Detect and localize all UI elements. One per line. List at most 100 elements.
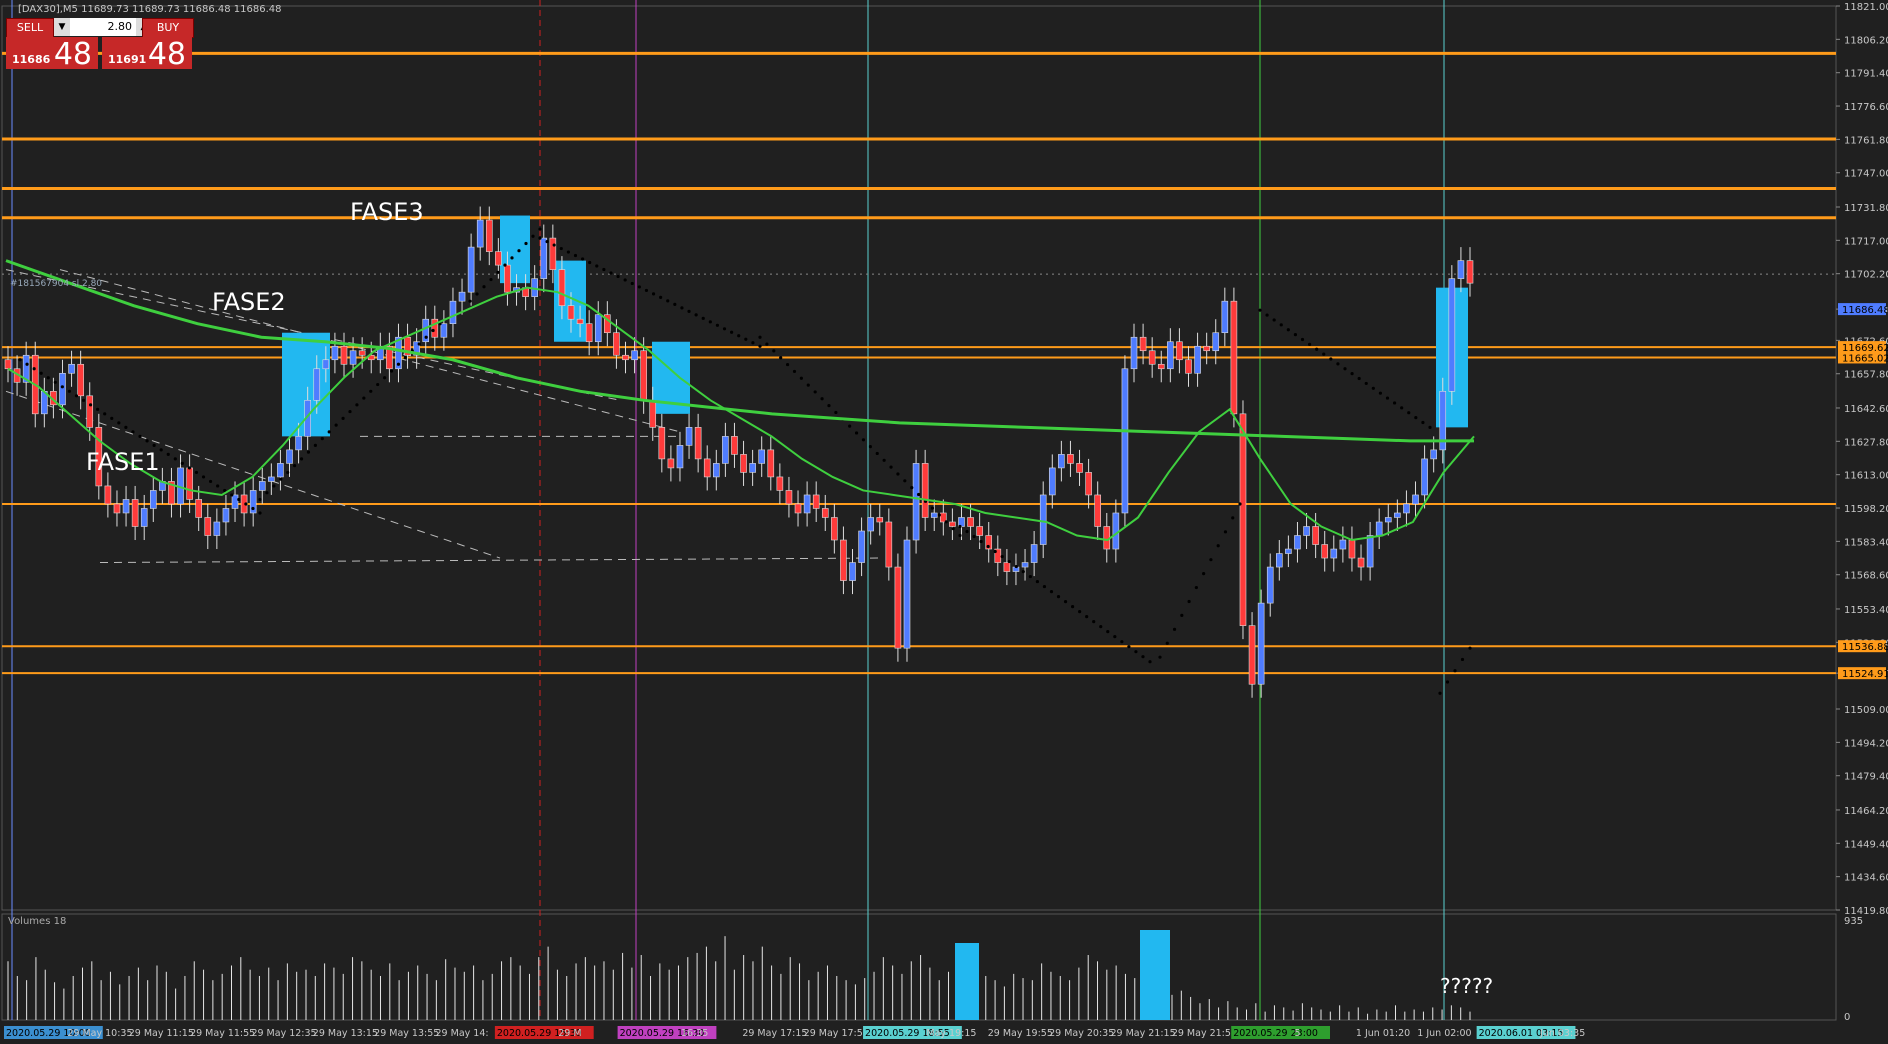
- candle-body-102: [930, 512, 938, 518]
- x-tick-label-5: 29 May 13:15: [313, 1028, 378, 1039]
- candle-body-103: [940, 512, 947, 523]
- sar-dot-4-23: [917, 492, 921, 497]
- candle-body-60: [549, 237, 557, 270]
- buy-quote[interactable]: 11691 48: [102, 37, 192, 72]
- candle-body-68: [622, 354, 629, 361]
- sar-dot-2-3: [489, 277, 493, 282]
- sar-dot-0-26: [201, 475, 206, 479]
- sar-dot-3-22: [694, 313, 698, 317]
- candle-body-11: [104, 485, 112, 505]
- sar-dot-4-9: [820, 397, 824, 401]
- sar-dot-3-14: [637, 285, 641, 289]
- sar-dot-3-9: [602, 267, 606, 272]
- sar-dot-0-10: [88, 403, 93, 407]
- price-label-0: 11686.48: [1842, 305, 1888, 316]
- sar-dot-3-19: [673, 302, 677, 306]
- sell-button[interactable]: SELL: [6, 18, 54, 38]
- sar-dot-4-15: [861, 438, 866, 442]
- y-tick-label-5: 11747.00: [1844, 169, 1888, 180]
- sar-dot-6-1: [1165, 641, 1169, 645]
- sell-quote-big: 48: [53, 37, 92, 72]
- x-tick-label-16: 29 May 19:55: [988, 1028, 1053, 1039]
- candle-body-10: [95, 427, 103, 487]
- candle-body-126: [1148, 350, 1156, 365]
- candle-body-122: [1112, 512, 1120, 550]
- sar-dot-0-5: [53, 380, 57, 384]
- sar-dot-0-1: [25, 362, 29, 366]
- sar-dot-0-19: [152, 443, 156, 447]
- candle-body-143: [1303, 526, 1310, 536]
- candle-body-135: [1230, 300, 1238, 415]
- chevron-down-icon[interactable]: ▼: [54, 18, 70, 36]
- sar-dot-1-9: [320, 437, 324, 441]
- buy-button[interactable]: BUY: [142, 18, 194, 38]
- candle-body-89: [812, 494, 820, 509]
- sar-dot-3-30: [751, 341, 755, 345]
- candle-body-85: [776, 476, 784, 491]
- x-tick-label-8: 2020.05.29 15:30: [497, 1028, 582, 1039]
- candle-body-106: [967, 517, 974, 527]
- sar-dot-4-13: [848, 424, 852, 428]
- sar-dot-8-0: [1438, 691, 1442, 695]
- x-tick-label-9: 29 M: [558, 1028, 581, 1039]
- sar-dot-7-1: [1265, 313, 1269, 317]
- sar-dot-7-4: [1286, 328, 1290, 332]
- annotation-fase3: FASE3: [350, 198, 424, 226]
- sar-dot-1-1: [265, 491, 269, 495]
- sar-dot-4-11: [834, 410, 838, 415]
- candle-body-132: [1203, 345, 1210, 352]
- y-tick-label-4: 11761.80: [1844, 135, 1888, 146]
- candle-body-120: [1094, 494, 1101, 527]
- candle-body-14: [131, 499, 139, 527]
- x-tick-label-20: 2020.05.29 23:00: [1233, 1028, 1318, 1039]
- x-tick-label-21: 5: [1295, 1028, 1301, 1039]
- y-tick-label-3: 11776.60: [1844, 102, 1888, 113]
- sar-dot-4-16: [868, 445, 872, 449]
- y-tick-label-2: 11791.40: [1844, 69, 1888, 80]
- y-tick-label-16: 11583.40: [1844, 537, 1888, 548]
- candle-body-77: [703, 458, 711, 478]
- volume-max-label: 935: [1844, 916, 1863, 927]
- candle-body-116: [1058, 454, 1065, 469]
- candle-body-52: [476, 219, 484, 248]
- sar-dot-4-14: [854, 431, 859, 435]
- candle-body-43: [395, 336, 402, 370]
- sell-quote[interactable]: 11686 48: [6, 37, 98, 72]
- candle-body-16: [149, 490, 157, 509]
- candle-body-142: [1294, 535, 1301, 550]
- candle-body-147: [1339, 539, 1347, 550]
- sar-dot-3-11: [616, 274, 620, 279]
- candle-body-86: [785, 490, 793, 505]
- sar-dot-1-8: [313, 443, 317, 447]
- sar-dot-6-8: [1216, 544, 1220, 548]
- sar-dot-7-13: [1350, 372, 1354, 376]
- candle-body-141: [1285, 548, 1292, 554]
- candle-body-127: [1157, 363, 1165, 370]
- sar-dot-0-20: [159, 448, 163, 452]
- candle-body-90: [821, 508, 829, 518]
- x-tick-label-3: 29 May 11:55: [190, 1028, 255, 1039]
- sar-dot-1-0: [258, 497, 262, 502]
- sar-dot-6-9: [1223, 530, 1228, 534]
- sar-dot-6-2: [1172, 627, 1177, 631]
- sar-dot-6-5: [1194, 585, 1198, 590]
- candle-body-32: [295, 436, 302, 451]
- sar-dot-5-26: [1141, 655, 1145, 659]
- candle-body-160: [1457, 260, 1465, 279]
- candle-body-98: [894, 566, 902, 649]
- candle-body-94: [858, 530, 865, 563]
- candle-body-75: [685, 427, 693, 446]
- sar-dot-1-25: [431, 328, 435, 333]
- price-label-bg-4: [1838, 667, 1886, 680]
- sar-dot-5-23: [1120, 640, 1124, 644]
- sar-dot-4-28: [951, 527, 955, 531]
- sar-dot-1-17: [376, 382, 380, 387]
- candle-body-145: [1321, 544, 1329, 559]
- sar-dot-7-7: [1307, 342, 1312, 346]
- sar-dot-5-0: [958, 524, 962, 529]
- y-tick-label-0: 11821.00: [1844, 2, 1888, 13]
- lot-size-input[interactable]: 2.80: [70, 18, 136, 36]
- candle-body-45: [413, 341, 420, 356]
- sar-dot-0-8: [74, 394, 79, 398]
